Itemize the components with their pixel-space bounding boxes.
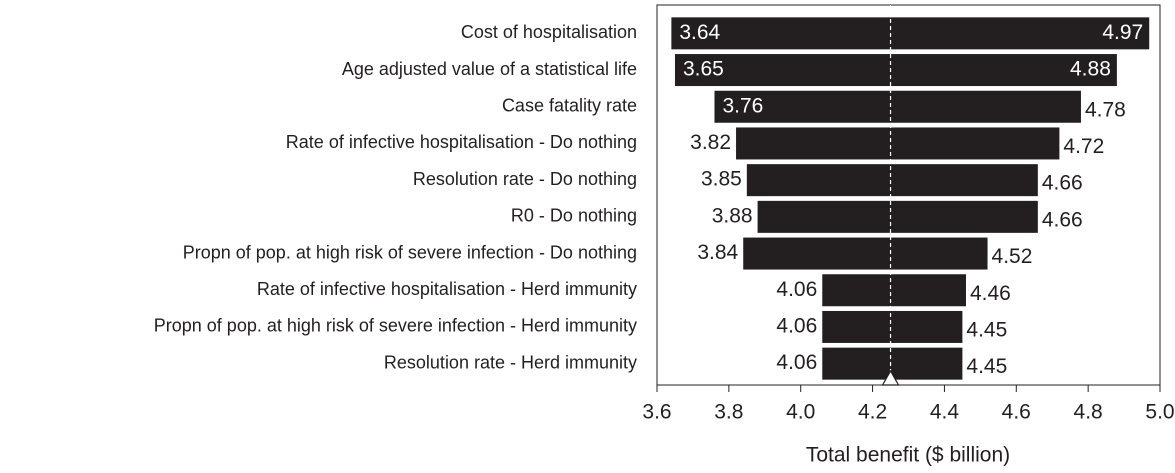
- bar-low: [757, 200, 891, 233]
- category-label: Cost of hospitalisation: [461, 22, 637, 42]
- category-label: Resolution rate - Do nothing: [413, 169, 637, 189]
- value-label: 3.85: [701, 168, 742, 191]
- value-label: 4.45: [966, 318, 1007, 341]
- base-marker: [881, 369, 900, 386]
- bar-high: [890, 310, 963, 343]
- value-label: 3.88: [712, 204, 753, 227]
- x-tick-label: 4.2: [858, 401, 887, 424]
- category-label: Case fatality rate: [502, 96, 637, 116]
- x-tick-label: 3.6: [642, 401, 671, 424]
- value-label: 4.66: [1042, 172, 1083, 195]
- value-label: 4.52: [992, 245, 1033, 268]
- value-label: 4.45: [966, 355, 1007, 378]
- bar-high: [890, 274, 966, 307]
- x-axis-label: Total benefit ($ billion): [806, 444, 1010, 467]
- x-tick-label: 4.6: [1002, 401, 1031, 424]
- value-label: 4.66: [1042, 208, 1083, 231]
- category-label: R0 - Do nothing: [511, 206, 637, 226]
- value-label: 4.06: [776, 278, 817, 301]
- bar-high: [890, 127, 1060, 160]
- value-label: 3.64: [679, 21, 720, 44]
- value-label: 4.97: [1102, 21, 1143, 44]
- bar-low: [746, 164, 891, 197]
- category-label: Propn of pop. at high risk of severe inf…: [154, 316, 637, 336]
- x-tick-label: 3.8: [714, 401, 743, 424]
- category-label: Age adjusted value of a statistical life: [342, 59, 637, 79]
- x-tick-label: 4.0: [786, 401, 815, 424]
- value-label: 4.88: [1070, 58, 1111, 81]
- x-tick-label: 4.4: [930, 401, 960, 424]
- bar-high: [890, 347, 963, 380]
- plot-frame: [656, 4, 1161, 386]
- bar-high: [890, 17, 1150, 50]
- bar-low: [674, 54, 891, 87]
- value-label: 3.76: [722, 94, 763, 117]
- x-tick-label: 5.0: [1145, 401, 1174, 424]
- x-tick-label: 4.8: [1074, 401, 1103, 424]
- bar-high: [890, 54, 1117, 87]
- category-label: Resolution rate - Herd immunity: [384, 352, 637, 372]
- bar-high: [890, 90, 1081, 123]
- bar-low: [671, 17, 891, 50]
- value-label: 3.82: [690, 131, 731, 154]
- category-label: Rate of infective hospitalisation - Do n…: [286, 132, 637, 152]
- bar-high: [890, 164, 1038, 197]
- value-label: 4.46: [970, 282, 1011, 305]
- value-label: 4.72: [1063, 135, 1104, 158]
- bar-high: [890, 237, 988, 270]
- value-label: 3.65: [683, 58, 724, 81]
- bar-low: [822, 310, 891, 343]
- bar-low: [743, 237, 891, 270]
- value-label: 3.84: [697, 241, 738, 264]
- category-label: Propn of pop. at high risk of severe inf…: [183, 242, 637, 262]
- value-label: 4.78: [1085, 98, 1126, 121]
- bar-low: [822, 347, 891, 380]
- bar-low: [822, 274, 891, 307]
- category-label: Rate of infective hospitalisation - Herd…: [257, 279, 637, 299]
- bar-high: [890, 200, 1038, 233]
- value-label: 4.06: [776, 314, 817, 337]
- bar-low: [714, 90, 891, 123]
- value-label: 4.06: [776, 351, 817, 374]
- bar-low: [736, 127, 891, 160]
